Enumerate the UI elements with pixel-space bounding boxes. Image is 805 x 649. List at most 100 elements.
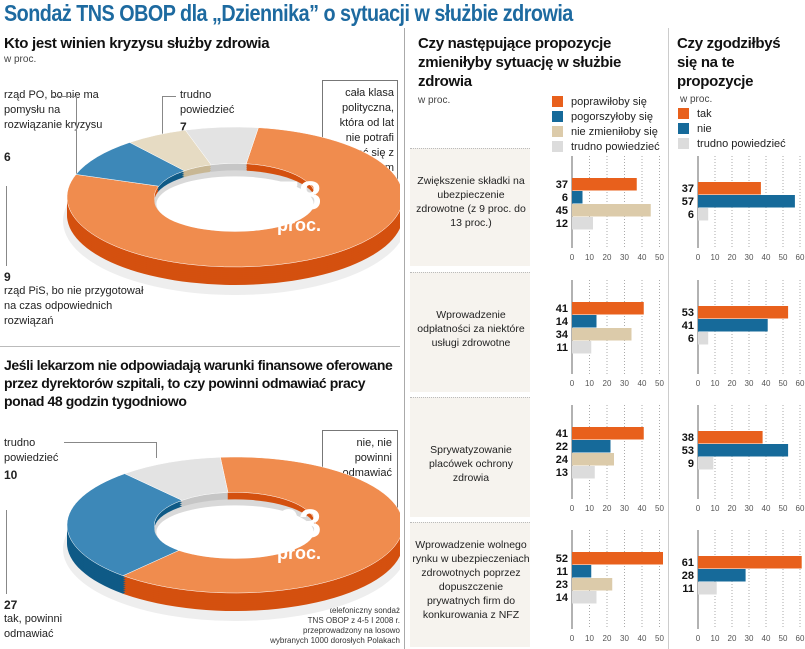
bar-value-label: 57 xyxy=(682,196,694,208)
tick-label: 60 xyxy=(796,253,805,262)
category-label: Sprywatyzowanie placówek ochrony zdrowia xyxy=(428,444,514,484)
q3-unit: w proc. xyxy=(418,95,451,106)
tick-label: 40 xyxy=(638,504,647,513)
legend-label: nie zmieniłoby się xyxy=(571,125,658,138)
row-background xyxy=(410,522,530,647)
tick-label: 40 xyxy=(762,504,771,513)
legend-label: trudno powiedzieć xyxy=(571,140,660,153)
bar xyxy=(698,457,714,470)
bar-value-label: 11 xyxy=(556,342,568,354)
bar-value-label: 34 xyxy=(556,329,569,341)
tick-label: 10 xyxy=(711,634,720,643)
bar-value-label: 41 xyxy=(556,303,568,315)
tick-label: 50 xyxy=(779,634,788,643)
bar-value-label: 12 xyxy=(556,218,568,230)
tick-label: 20 xyxy=(603,253,612,262)
category-label: Wprowadzenie wolnego rynku w ubezpieczen… xyxy=(412,539,530,621)
tick-label: 50 xyxy=(655,634,664,643)
bar xyxy=(698,569,746,582)
big-unit: proc. xyxy=(277,215,321,235)
tick-label: 30 xyxy=(620,504,629,513)
tick-label: 0 xyxy=(570,504,575,513)
tick-label: 0 xyxy=(696,379,701,388)
bar xyxy=(572,466,595,479)
donut-slice xyxy=(122,456,400,594)
bar-value-label: 37 xyxy=(556,179,568,191)
bar-value-label: 38 xyxy=(682,432,694,444)
bar xyxy=(572,302,644,315)
q1-heading: Kto jest winien kryzysu służby zdrowia xyxy=(4,35,270,52)
tick-label: 30 xyxy=(745,379,754,388)
tick-label: 60 xyxy=(796,379,805,388)
bar-value-label: 6 xyxy=(688,333,694,345)
tick-label: 40 xyxy=(762,253,771,262)
bar xyxy=(572,204,651,217)
bar xyxy=(698,431,763,444)
tick-label: 30 xyxy=(620,634,629,643)
bar-value-label: 53 xyxy=(682,307,694,319)
tick-label: 30 xyxy=(745,253,754,262)
tick-label: 20 xyxy=(728,634,737,643)
bar-value-label: 6 xyxy=(688,209,694,221)
tick-label: 40 xyxy=(638,253,647,262)
tick-label: 50 xyxy=(779,379,788,388)
q3-heading: Czy następujące propozycje zmieniłyby sy… xyxy=(418,35,622,90)
tick-label: 10 xyxy=(585,634,594,643)
tick-label: 50 xyxy=(655,253,664,262)
legend-label: nie xyxy=(697,122,712,135)
bar-value-label: 61 xyxy=(682,557,694,569)
tick-label: 10 xyxy=(585,504,594,513)
tick-label: 40 xyxy=(638,634,647,643)
bar-value-label: 14 xyxy=(556,592,569,604)
label-q2-trudno: trudno powiedzieć xyxy=(4,437,59,464)
q1-unit: w proc. xyxy=(4,54,37,65)
tick-label: 30 xyxy=(620,253,629,262)
bar xyxy=(698,195,795,208)
tick-label: 50 xyxy=(655,379,664,388)
tick-label: 20 xyxy=(603,634,612,643)
tick-label: 40 xyxy=(638,379,647,388)
value-pis: 9 xyxy=(4,270,11,284)
bar xyxy=(572,591,597,604)
bar-value-label: 41 xyxy=(682,320,694,332)
bar xyxy=(572,217,593,230)
tick-label: 40 xyxy=(762,634,771,643)
label-q2-nie: nie, nie powinni odmawiać xyxy=(342,437,392,479)
tick-label: 0 xyxy=(570,634,575,643)
q4-unit: w proc. xyxy=(680,94,713,105)
tick-label: 0 xyxy=(696,253,701,262)
row-background xyxy=(410,397,530,517)
label-q2-tak: tak, powinni odmawiać xyxy=(4,613,63,640)
bar-value-label: 52 xyxy=(556,553,568,565)
tick-label: 50 xyxy=(779,253,788,262)
value-po: 6 xyxy=(4,150,11,164)
big-unit: proc. xyxy=(277,543,321,563)
bar-value-label: 6 xyxy=(562,192,568,204)
bar xyxy=(698,208,709,221)
bar-value-label: 45 xyxy=(556,205,568,217)
tick-label: 40 xyxy=(762,379,771,388)
tick-label: 30 xyxy=(745,504,754,513)
value-q2-trudno: 10 xyxy=(4,468,18,482)
footnote-line: telefoniczny sondaż xyxy=(329,606,400,615)
tick-label: 50 xyxy=(779,504,788,513)
bar xyxy=(572,453,614,466)
bar xyxy=(572,427,644,440)
bar xyxy=(698,444,789,457)
bar-value-label: 28 xyxy=(682,570,694,582)
page-title: Sondaż TNS OBOP dla „Dziennika” o sytuac… xyxy=(4,0,573,26)
tick-label: 60 xyxy=(796,504,805,513)
value-q2-tak: 27 xyxy=(4,598,18,612)
bar xyxy=(572,578,613,591)
row-background xyxy=(410,272,530,392)
row-background xyxy=(410,148,530,266)
label-po: rząd PO, bo nie ma pomysłu na rozwiązani… xyxy=(4,89,103,131)
tick-label: 20 xyxy=(603,379,612,388)
footnote-line: wybranych 1000 dorosłych Polakach xyxy=(270,636,400,645)
q4-legend: tak nie trudno powiedzieć xyxy=(678,106,786,151)
bar xyxy=(698,306,789,319)
tick-label: 30 xyxy=(620,379,629,388)
label-pis: rząd PiS, bo nie przygotował na czas odp… xyxy=(4,285,144,327)
bar-value-label: 9 xyxy=(688,458,694,470)
